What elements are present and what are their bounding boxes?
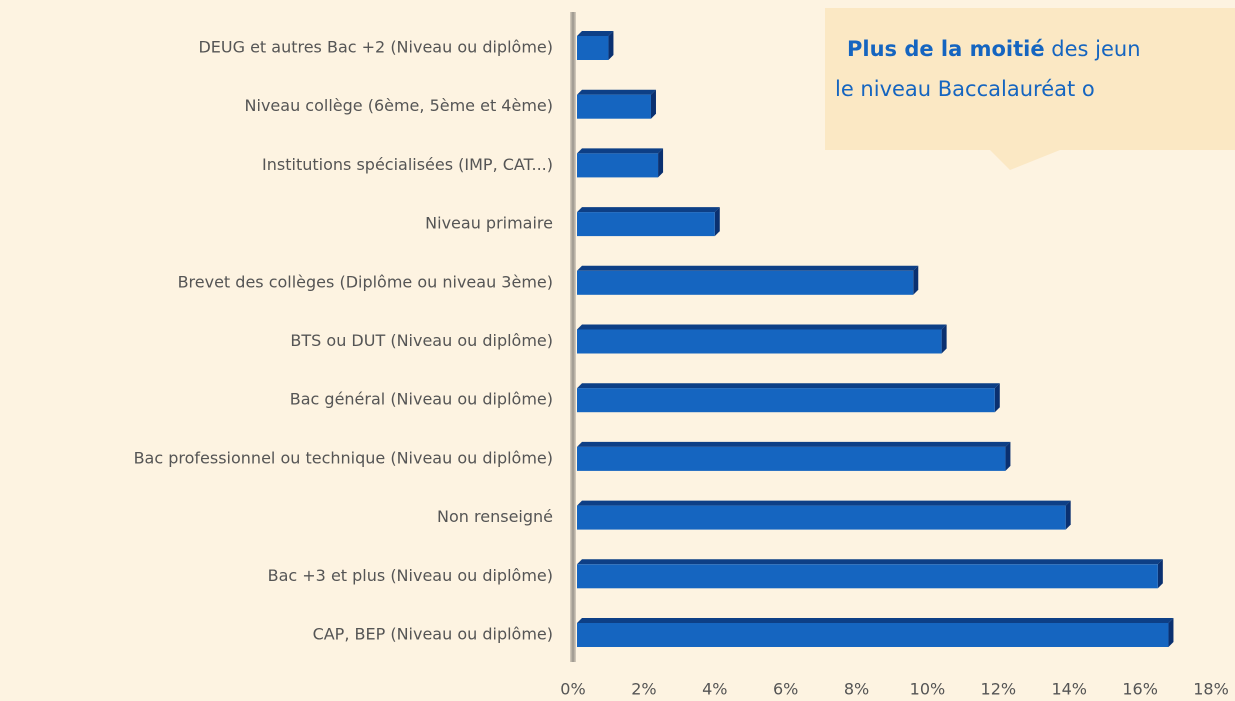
bar-top	[577, 148, 664, 154]
annotation-text: des jeun	[1045, 37, 1141, 61]
x-tick-label: 16%	[1122, 680, 1158, 699]
x-tick-label: 0%	[560, 680, 585, 699]
bar-side	[941, 324, 947, 354]
callout	[825, 8, 1235, 170]
y-tick-label: DEUG et autres Bac +2 (Niveau ou diplôme…	[198, 38, 553, 57]
y-tick-label: Niveau collège (6ème, 5ème et 4ème)	[245, 96, 553, 115]
bar	[577, 153, 659, 178]
annotation: Plus de la moitié des jeun	[847, 37, 1141, 61]
bar-top	[577, 500, 1071, 506]
bar	[577, 212, 715, 237]
y-tick-label: Bac +3 et plus (Niveau ou diplôme)	[268, 566, 553, 585]
bar	[577, 446, 1006, 471]
bar-side	[1005, 441, 1011, 471]
x-tick-label: 4%	[702, 680, 727, 699]
bar-top	[577, 383, 1000, 389]
bar	[577, 329, 942, 354]
x-tick-label: 8%	[844, 680, 869, 699]
bar-top	[577, 89, 656, 95]
y-tick-label: Institutions spécialisées (IMP, CAT...)	[262, 155, 553, 174]
bar	[577, 94, 651, 119]
bar	[577, 564, 1158, 589]
y-tick-label: Brevet des collèges (Diplôme ou niveau 3…	[178, 272, 553, 291]
bar-side	[608, 31, 614, 60]
bar	[577, 270, 914, 295]
bar-top	[577, 618, 1174, 623]
bar-side	[650, 89, 656, 119]
bar-side	[658, 148, 664, 178]
bars	[577, 31, 1174, 647]
bar-side	[714, 207, 720, 237]
bar	[577, 505, 1066, 530]
bar	[577, 36, 609, 60]
x-tick-label: 12%	[981, 680, 1017, 699]
x-tick-label: 10%	[910, 680, 946, 699]
annotation-line: le niveau Baccalauréat o	[835, 77, 1095, 101]
bar-side	[1168, 618, 1174, 647]
y-tick-label: Niveau primaire	[425, 214, 553, 233]
y-tick-label: Bac professionnel ou technique (Niveau o…	[134, 448, 553, 467]
bar-side	[1065, 500, 1071, 530]
x-tick-label: 6%	[773, 680, 798, 699]
bar-side	[913, 265, 919, 295]
bar	[577, 388, 995, 413]
x-tick-label: 14%	[1051, 680, 1087, 699]
bar-top	[577, 441, 1011, 447]
annotation-bold: Plus de la moitié	[847, 37, 1045, 61]
bar	[577, 623, 1169, 647]
bar-top	[577, 559, 1163, 565]
bar-top	[577, 207, 720, 213]
bar-top	[577, 31, 614, 36]
y-tick-label: Non renseigné	[437, 507, 553, 526]
x-tick-label: 2%	[631, 680, 656, 699]
bar-top	[577, 324, 947, 330]
y-tick-label: CAP, BEP (Niveau ou diplôme)	[313, 625, 553, 644]
bar-side	[1157, 559, 1163, 589]
axis-line	[570, 12, 576, 662]
y-tick-label: Bac général (Niveau ou diplôme)	[290, 390, 553, 409]
bar-side	[994, 383, 1000, 413]
x-tick-label: 18%	[1193, 680, 1229, 699]
bar-top	[577, 265, 919, 271]
y-tick-label: BTS ou DUT (Niveau ou diplôme)	[290, 331, 553, 350]
